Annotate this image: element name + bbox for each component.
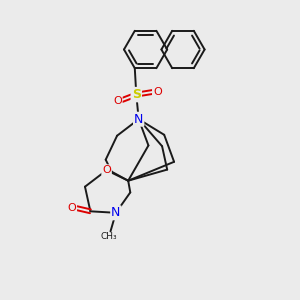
Text: O: O [68,203,76,213]
Text: CH₃: CH₃ [101,232,117,241]
Text: S: S [132,88,141,101]
Text: O: O [113,96,122,106]
Text: N: N [134,113,143,126]
Text: N: N [111,206,121,219]
Text: O: O [153,87,162,97]
Text: O: O [102,165,111,175]
